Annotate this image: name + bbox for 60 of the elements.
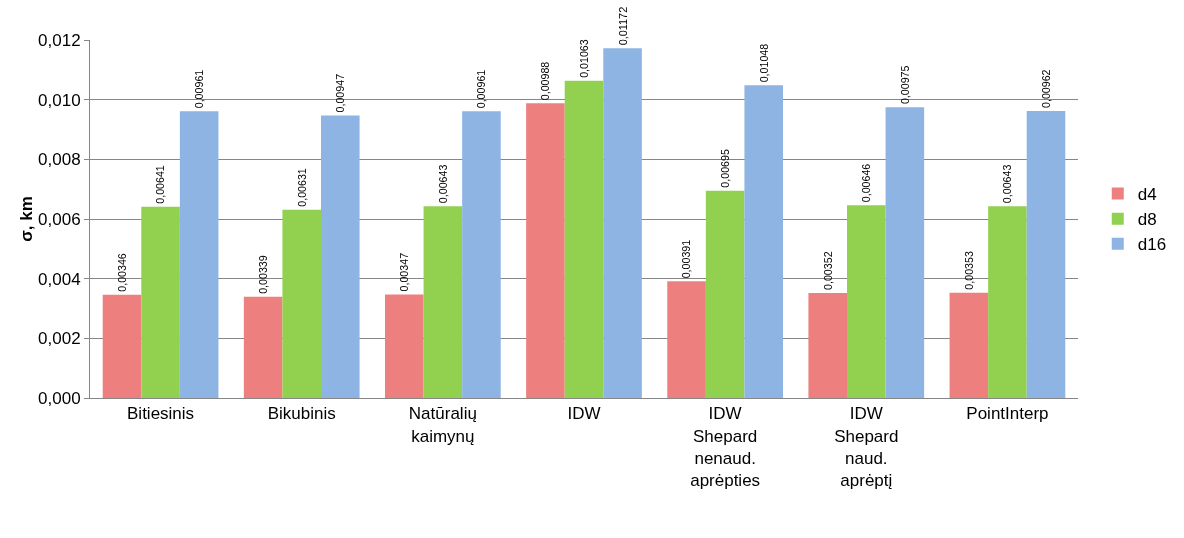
bar <box>384 294 424 398</box>
legend-label: d4 <box>1137 185 1157 205</box>
bar <box>141 206 180 398</box>
data-label: 0,00646 <box>860 163 873 203</box>
bar <box>667 281 706 398</box>
data-label: 0,00988 <box>539 61 552 101</box>
bar <box>179 111 219 398</box>
bar <box>282 209 321 398</box>
bar <box>885 107 925 398</box>
data-label: 0,00975 <box>898 65 911 105</box>
bar <box>988 206 1027 398</box>
legend-label: d8 <box>1137 210 1157 230</box>
bar <box>462 111 501 398</box>
bar <box>808 292 847 398</box>
x-tick-label: Natūralių kaimynų <box>408 404 477 446</box>
data-label: 0,00643 <box>1001 164 1014 204</box>
bar <box>423 206 463 398</box>
y-tick-label: 0,002 <box>38 329 81 349</box>
data-label: 0,00352 <box>821 251 834 290</box>
bar <box>705 190 745 398</box>
y-tick-label: 0,006 <box>38 209 81 229</box>
data-label: 0,00961 <box>193 69 206 109</box>
data-label: 0,01048 <box>757 43 770 83</box>
bar <box>564 80 604 398</box>
data-label: 0,01172 <box>616 6 629 46</box>
y-tick-label: 0,004 <box>38 269 81 289</box>
bar <box>847 205 886 398</box>
y-tick-label: 0,000 <box>38 388 81 408</box>
data-label: 0,01063 <box>577 39 590 78</box>
y-tick-label: 0,012 <box>38 30 81 50</box>
data-label: 0,00641 <box>154 165 167 204</box>
bar <box>321 115 360 398</box>
y-tick-label: 0,008 <box>38 150 81 170</box>
data-label: 0,00947 <box>334 73 347 113</box>
data-label: 0,00631 <box>295 168 308 207</box>
bar <box>526 103 565 398</box>
data-label: 0,00962 <box>1039 69 1052 108</box>
data-label: 0,00643 <box>436 164 449 204</box>
x-tick-label: Bitiesinis <box>127 404 195 424</box>
data-label: 0,00353 <box>962 251 975 290</box>
data-label: 0,00961 <box>475 69 488 109</box>
bar <box>102 294 142 398</box>
data-label: 0,00347 <box>398 252 411 292</box>
legend-label: d16 <box>1137 235 1167 255</box>
data-label: 0,00339 <box>257 255 270 294</box>
x-tick-label: IDW Shepard nenaud. aprėpties <box>690 404 761 490</box>
bar <box>1026 111 1066 398</box>
bar <box>243 296 283 398</box>
y-axis-title: σ, km <box>17 196 37 242</box>
y-tick-label: 0,010 <box>38 90 81 110</box>
data-label: 0,00391 <box>680 239 693 279</box>
x-tick-label: Bikubinis <box>267 404 336 424</box>
x-tick-label: IDW <box>567 404 601 424</box>
bar <box>949 292 989 398</box>
data-label: 0,00346 <box>115 253 128 292</box>
bar <box>603 48 642 398</box>
x-tick-label: PointInterp <box>966 404 1049 424</box>
data-label: 0,00695 <box>719 149 732 188</box>
bar <box>744 85 784 398</box>
x-tick-label: IDW Shepard naud. aprėptį <box>834 404 899 490</box>
